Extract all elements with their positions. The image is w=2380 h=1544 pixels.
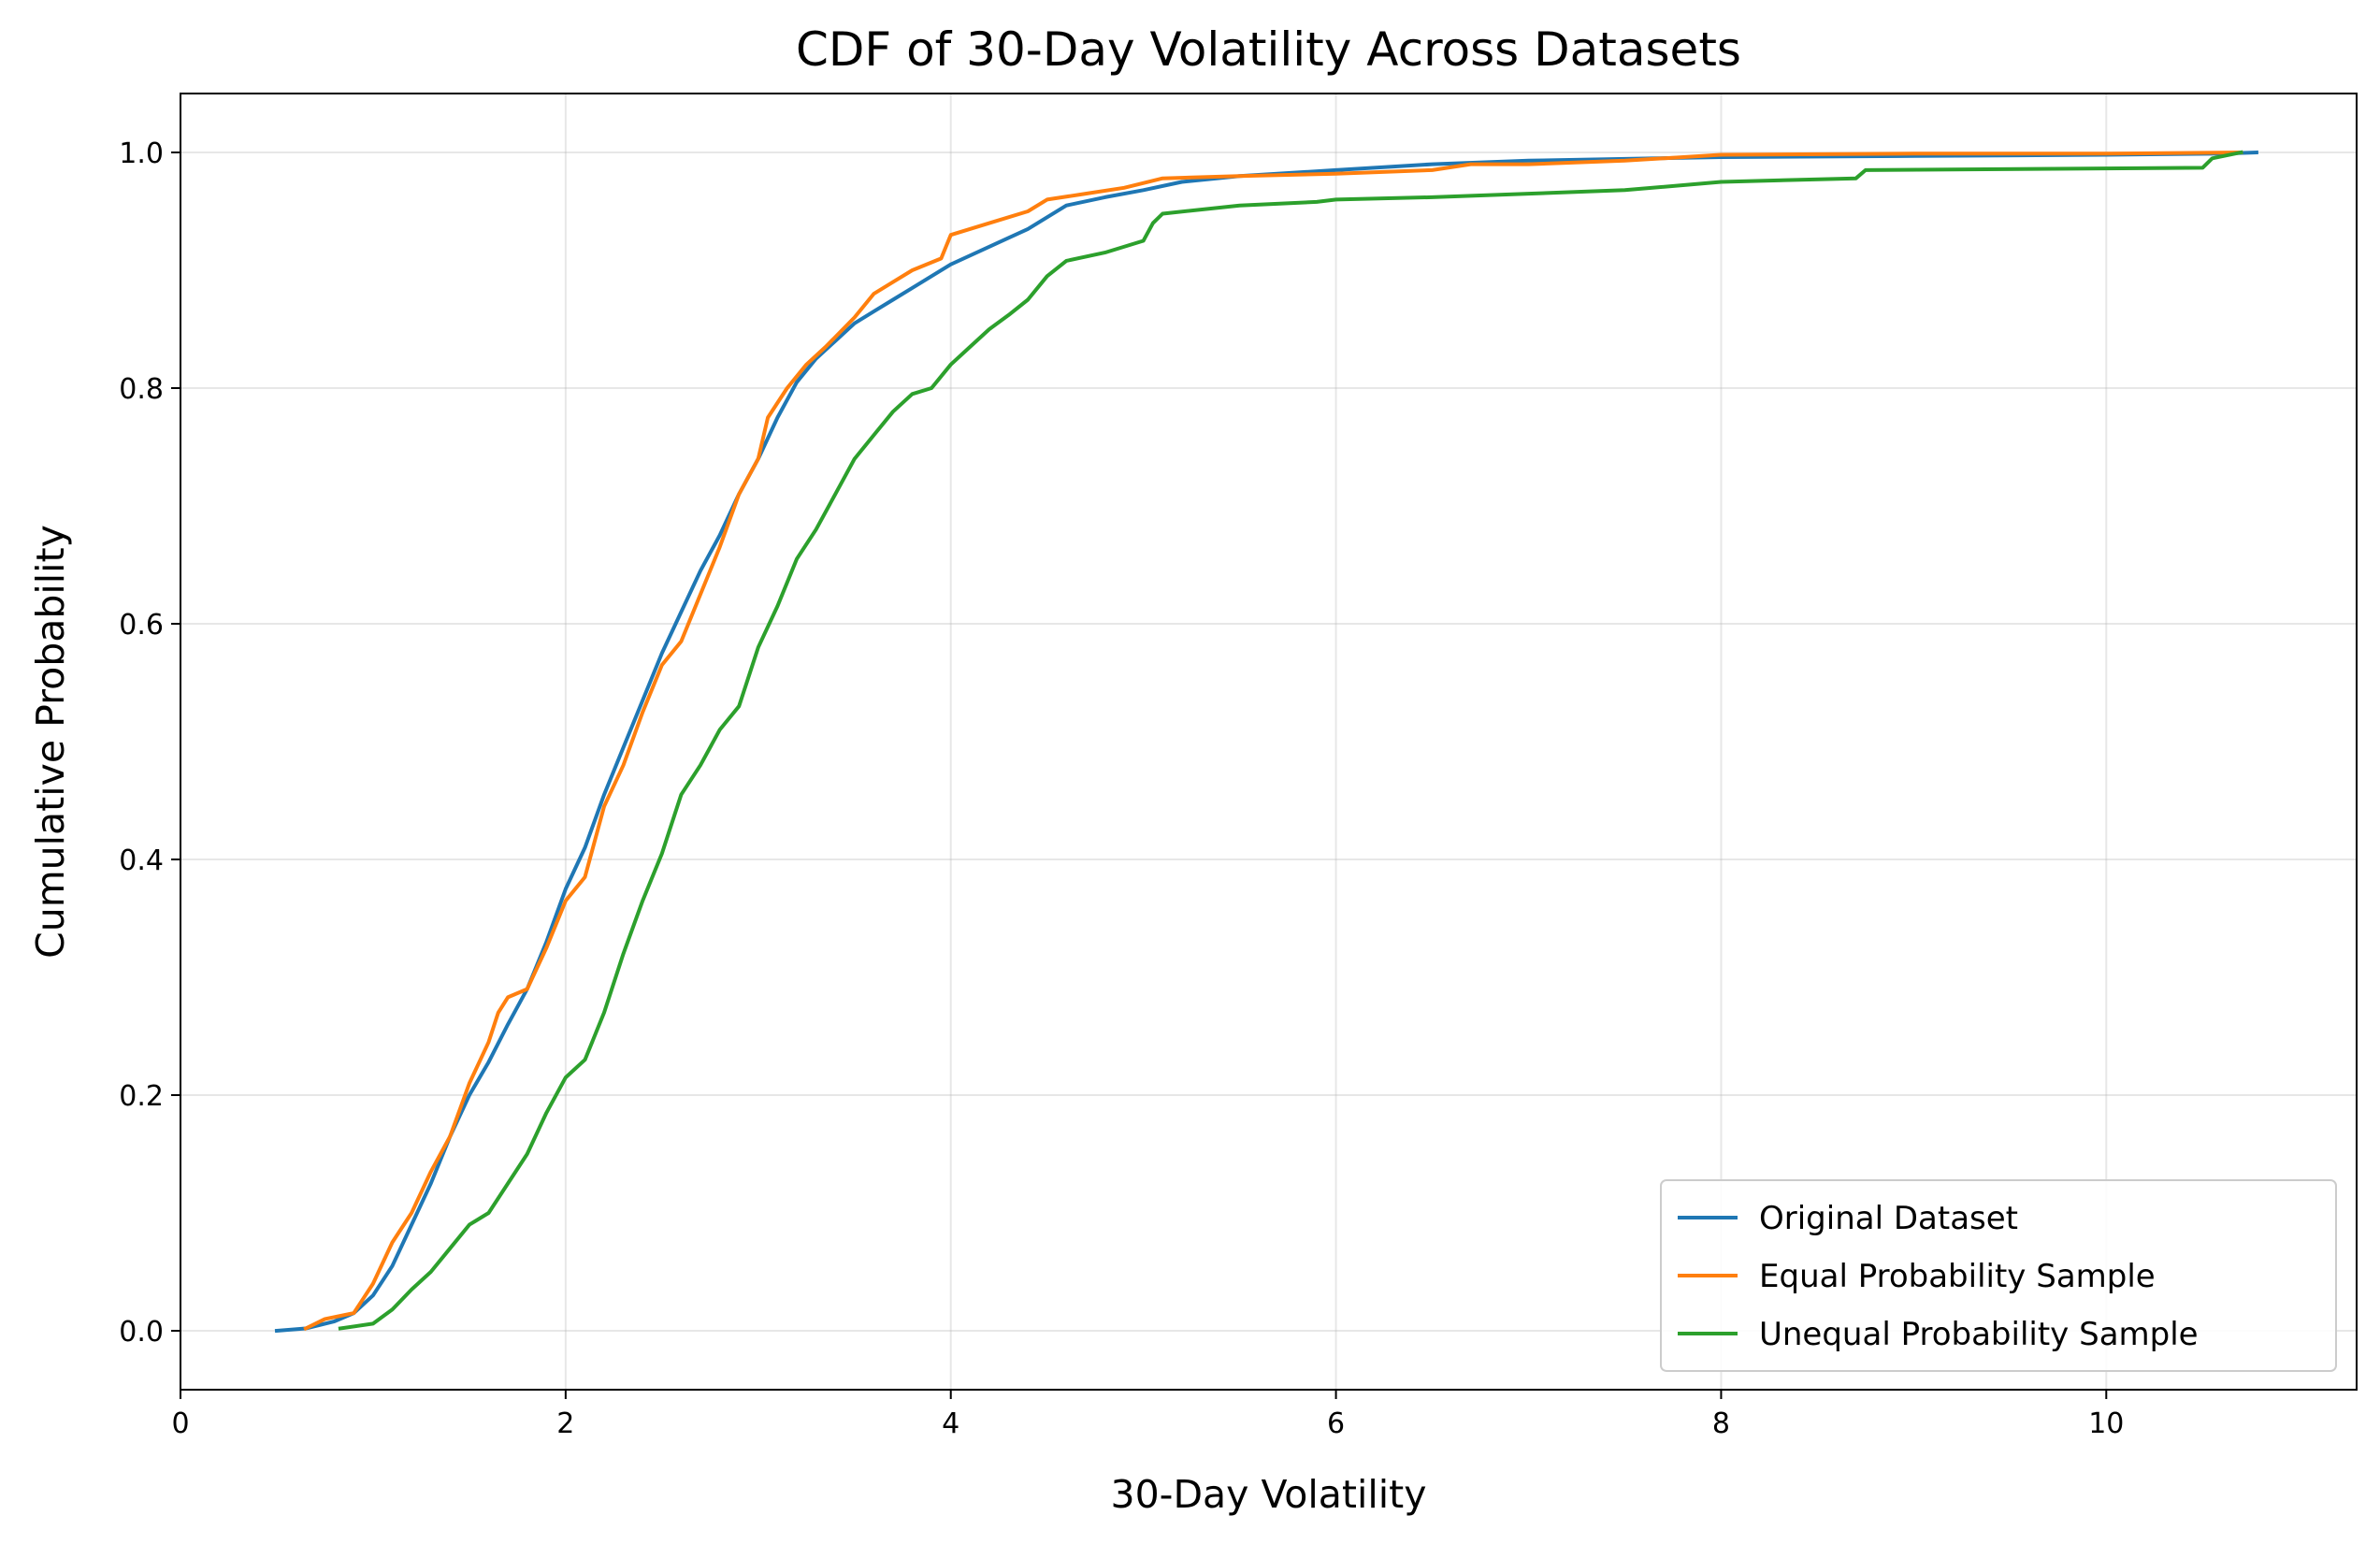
y-tick-label: 0.8: [119, 373, 164, 406]
y-tick-label: 0.0: [119, 1316, 164, 1349]
x-tick-label: 0: [171, 1407, 189, 1440]
plot-frame: [180, 93, 2358, 1391]
y-tick-label: 1.0: [119, 137, 164, 170]
y-tick-label: 0.4: [119, 844, 164, 877]
x-tick-label: 8: [1712, 1407, 1730, 1440]
legend-box: [1660, 1179, 2337, 1372]
legend-label: Equal Probability Sample: [1759, 1258, 2156, 1295]
legend-label: Original Dataset: [1759, 1200, 2018, 1237]
x-tick-label: 10: [2088, 1407, 2124, 1440]
y-tick-label: 0.6: [119, 609, 164, 642]
data-series: [274, 150, 2258, 1334]
axis-ticks: 0 2 4 6 8 10 0.0 0.2 0.4 0.6 0.8 1.0: [119, 137, 2124, 1440]
series-line-equal-probability-sample: [303, 150, 2243, 1332]
y-axis-label: Cumulative Probability: [28, 525, 73, 959]
legend-label: Unequal Probability Sample: [1759, 1316, 2199, 1353]
x-axis-label: 30-Day Volatility: [1110, 1472, 1426, 1517]
y-tick-label: 0.2: [119, 1080, 164, 1113]
series-line-unequal-probability-sample: [338, 150, 2243, 1331]
x-tick-label: 4: [942, 1407, 959, 1440]
legend: Original Dataset Equal Probability Sample…: [1660, 1179, 2337, 1372]
x-tick-label: 6: [1327, 1407, 1345, 1440]
chart-title: CDF of 30-Day Volatility Across Datasets: [796, 22, 1741, 77]
x-tick-label: 2: [556, 1407, 574, 1440]
